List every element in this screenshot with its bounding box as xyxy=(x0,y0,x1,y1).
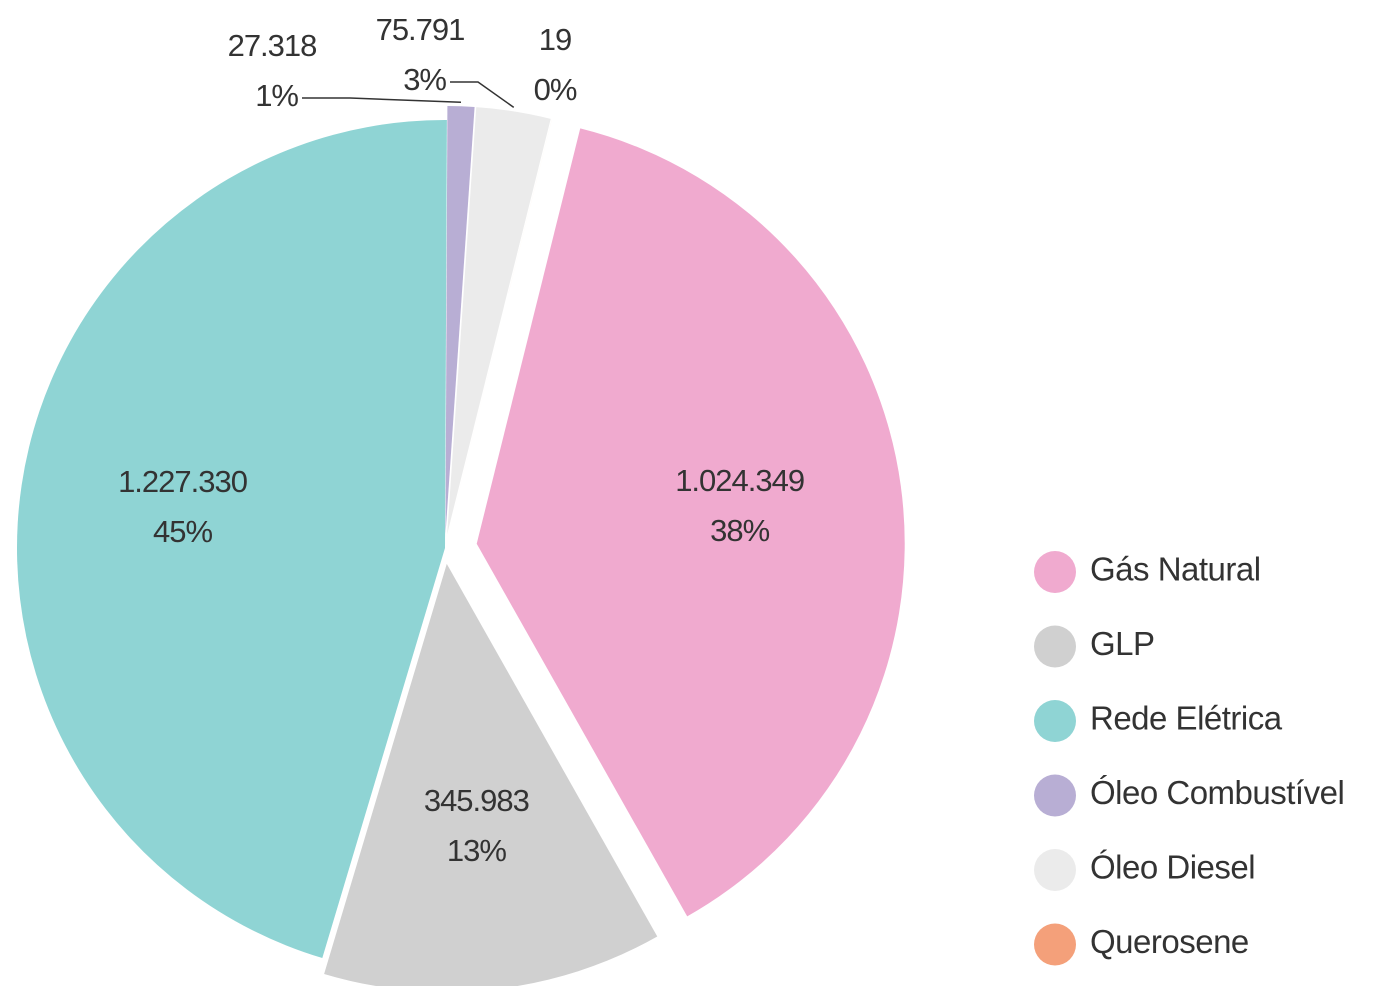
data-label: 27.318 xyxy=(228,28,317,63)
legend-label: Querosene xyxy=(1090,923,1249,960)
data-label-percent: 13% xyxy=(447,833,506,868)
data-label-percent: 38% xyxy=(710,513,769,548)
data-label-percent: 1% xyxy=(255,78,298,113)
legend-swatch xyxy=(1034,700,1076,742)
data-label: 75.791 xyxy=(376,12,465,47)
data-label-percent: 45% xyxy=(153,514,212,549)
legend-swatch xyxy=(1034,774,1076,817)
legend-swatch xyxy=(1034,625,1076,668)
legend-label: Rede Elétrica xyxy=(1090,700,1283,737)
legend-swatch xyxy=(1034,923,1076,966)
data-label-percent: 3% xyxy=(403,62,446,97)
pie-slice xyxy=(476,128,905,917)
data-label: 345.983 xyxy=(424,783,529,818)
legend-label: Gás Natural xyxy=(1090,551,1261,588)
data-label: 1.024.349 xyxy=(675,463,804,498)
pie-slice xyxy=(448,119,552,535)
pie-slice xyxy=(447,107,551,535)
legend-label: Óleo Diesel xyxy=(1090,849,1255,886)
legend-label: GLP xyxy=(1090,625,1155,662)
pie-slice xyxy=(16,119,447,959)
pie-slice xyxy=(324,563,658,986)
legend-swatch xyxy=(1034,551,1076,593)
data-label: 1.227.330 xyxy=(118,464,248,499)
legend-label: Óleo Combustível xyxy=(1090,774,1344,811)
pie-slice xyxy=(445,106,475,535)
legend-swatch xyxy=(1034,849,1076,891)
data-label: 19 xyxy=(539,22,571,57)
data-label-percent: 0% xyxy=(534,72,577,107)
leader-line xyxy=(302,97,462,104)
leader-line xyxy=(450,81,515,108)
